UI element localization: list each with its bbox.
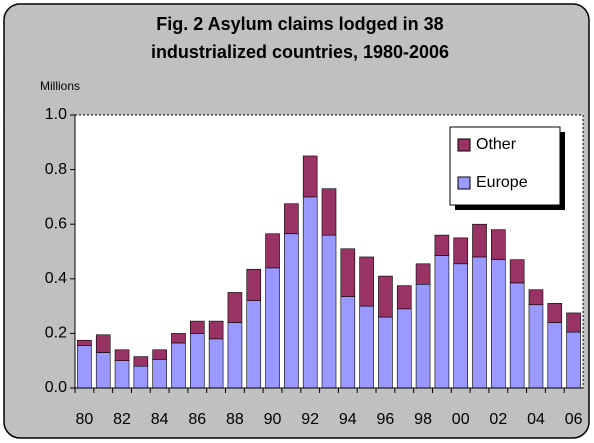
bar-segment (396, 308, 412, 389)
bar-segment (95, 352, 111, 389)
bar-segment (246, 268, 262, 301)
x-tick-label: 06 (565, 411, 583, 428)
bar-segment (321, 188, 337, 236)
bar-segment (208, 338, 224, 389)
bar-segment (114, 360, 130, 389)
chart-title: industrialized countries, 1980-2006 (151, 42, 449, 62)
x-tick-label: 80 (76, 411, 94, 428)
bar-segment (434, 255, 450, 389)
bar-segment (528, 304, 544, 389)
bar-segment (302, 155, 318, 198)
bar-segment (95, 334, 111, 353)
bar-segment (77, 339, 92, 346)
legend-label: Other (476, 136, 517, 153)
y-tick-label: 0.6 (45, 215, 67, 232)
x-tick-label: 94 (339, 411, 357, 428)
bar-segment (547, 322, 563, 389)
x-tick-label: 96 (377, 411, 395, 428)
legend-swatch (457, 176, 471, 190)
bar-segment (378, 316, 393, 389)
bar-segment (246, 300, 262, 389)
bar-segment (152, 349, 167, 360)
bar-segment (77, 345, 92, 389)
bar-segment (152, 359, 167, 389)
x-tick-label: 02 (489, 411, 507, 428)
bar-segment (284, 203, 299, 235)
bar-segment (378, 275, 393, 318)
bar-segment (547, 303, 563, 323)
bar-segment (133, 365, 149, 389)
bar-segment (528, 289, 544, 306)
x-tick-label: 82 (113, 411, 131, 428)
bar-segment (284, 233, 299, 389)
bar-segment (133, 356, 149, 367)
bar-segment (566, 331, 581, 389)
x-tick-label: 90 (264, 411, 282, 428)
bar-segment (415, 263, 431, 285)
bar-segment (208, 320, 224, 340)
x-tick-label: 92 (301, 411, 319, 428)
y-tick-label: 0.8 (45, 161, 67, 178)
y-tick-label: 1.0 (45, 106, 67, 123)
bar-segment (359, 256, 374, 307)
bar-segment (491, 259, 506, 389)
y-tick-label: 0.0 (45, 379, 67, 396)
legend-label: Europe (476, 174, 528, 191)
bar-segment (359, 305, 374, 389)
bar-segment (396, 285, 412, 310)
bar-segment (114, 349, 130, 361)
bar-segment (171, 342, 186, 389)
bar-segment (302, 196, 318, 389)
bar-segment (472, 256, 487, 389)
bar-segment (340, 248, 356, 297)
bar-segment (340, 296, 356, 389)
bar-segment (227, 322, 243, 389)
bar-segment (265, 267, 280, 389)
bar-segment (171, 333, 186, 344)
bar-segment (189, 333, 205, 389)
x-tick-label: 04 (527, 411, 545, 428)
bar-segment (566, 312, 581, 333)
x-tick-label: 88 (226, 411, 244, 428)
legend-swatch (457, 138, 471, 152)
bar-segment (509, 259, 525, 284)
bar-segment (509, 282, 525, 389)
bar-segment (189, 320, 205, 334)
bar-segment (415, 283, 431, 389)
y-tick-label: 0.2 (45, 325, 67, 342)
bar-segment (491, 229, 506, 260)
y-tick-label: 0.4 (45, 270, 67, 287)
bar-segment (453, 263, 469, 389)
y-axis-label: Millions (40, 79, 80, 93)
x-tick-label: 98 (414, 411, 432, 428)
bar-segment (321, 234, 337, 389)
bar-segment (472, 223, 487, 258)
bar-segment (265, 233, 280, 269)
bar-segment (434, 234, 450, 256)
bar-segment (227, 292, 243, 323)
x-tick-label: 84 (151, 411, 169, 428)
x-tick-label: 86 (188, 411, 206, 428)
bar-segment (453, 237, 469, 265)
chart-title: Fig. 2 Asylum claims lodged in 38 (156, 14, 443, 34)
x-tick-label: 00 (452, 411, 470, 428)
